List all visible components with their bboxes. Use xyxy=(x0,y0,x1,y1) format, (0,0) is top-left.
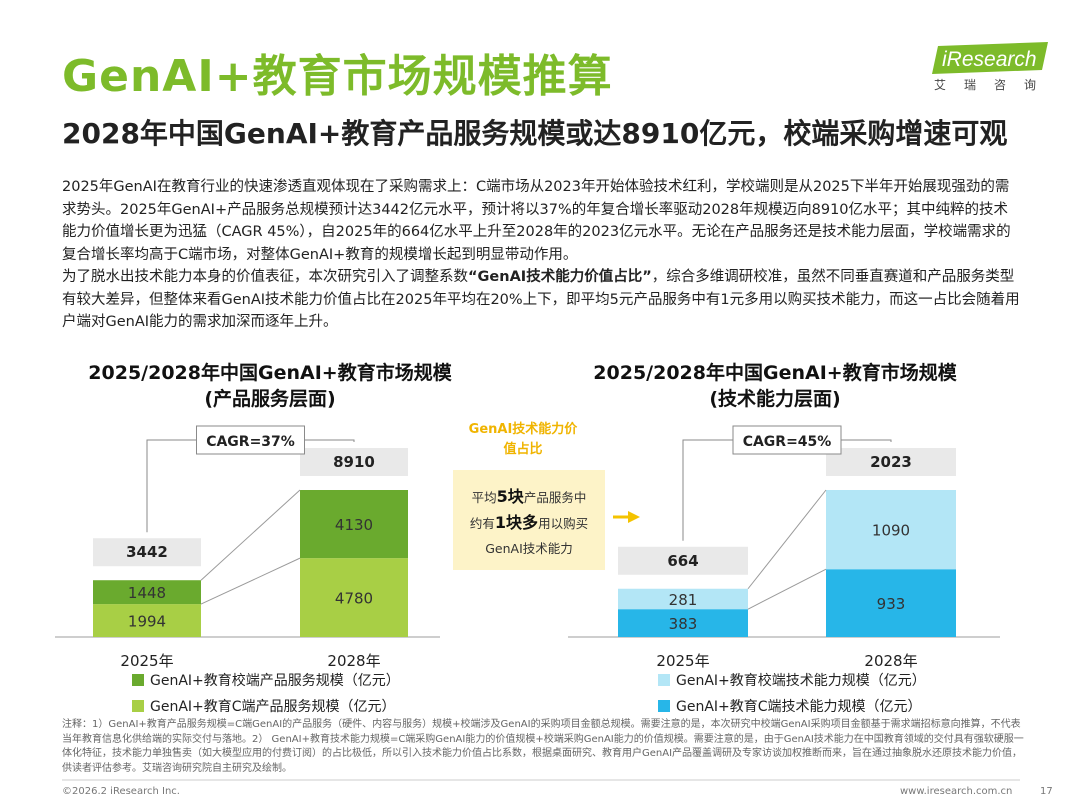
bar-c-end xyxy=(300,558,408,637)
total-label-box xyxy=(93,538,201,567)
bar-value-label: 281 xyxy=(669,591,698,609)
middle-label: GenAI技术能力价值占比 xyxy=(468,422,578,457)
bar-value-label: 1994 xyxy=(128,613,166,631)
body-text: 2025年GenAI在教育行业的快速渗透直观体现在了采购需求上：C端市场从202… xyxy=(62,176,1022,334)
bar-c-end xyxy=(826,569,956,637)
body-paragraph-1: 2025年GenAI在教育行业的快速渗透直观体现在了采购需求上：C端市场从202… xyxy=(62,179,1011,263)
bar-value-label: 4130 xyxy=(335,516,373,534)
connector-line xyxy=(200,557,301,605)
cagr-label: CAGR=37% xyxy=(206,434,295,450)
total-value-label: 664 xyxy=(667,552,698,570)
bar-value-label: 1448 xyxy=(128,584,166,602)
chart1-subtitle: (产品服务层面) xyxy=(204,388,336,410)
legend-item: GenAI+教育C端产品服务规模（亿元） xyxy=(132,696,400,716)
chart2-title: 2025/2028年中国GenAI+教育市场规模 (技术能力层面) xyxy=(560,360,990,412)
total-value-label: 3442 xyxy=(126,543,168,561)
middle-box xyxy=(453,470,605,570)
chart2-subtitle: (技术能力层面) xyxy=(709,388,841,410)
cagr-box xyxy=(732,425,842,455)
cagr-label: CAGR=45% xyxy=(743,434,832,450)
chart2-legend: GenAI+教育校端技术能力规模（亿元） GenAI+教育C端技术能力规模（亿元… xyxy=(658,670,926,716)
bar-value-label: 1090 xyxy=(872,522,910,540)
total-value-label: 2023 xyxy=(870,453,912,471)
page-title: GenAI+教育市场规模推算 xyxy=(62,51,613,102)
page-number: 17 xyxy=(1040,786,1053,797)
total-label-box xyxy=(618,546,748,575)
bar-school-end xyxy=(93,580,201,605)
bar-value-label: 933 xyxy=(877,595,906,613)
x-tick-label: 2028年 xyxy=(327,652,380,670)
bar-school-end xyxy=(826,490,956,570)
bar-c-end xyxy=(93,604,201,637)
bar-value-label: 383 xyxy=(669,615,698,633)
x-tick-label: 2028年 xyxy=(864,652,917,670)
footnote: 注释：1）GenAI+教育产品服务规模=C端GenAI的产品服务（硬件、内容与服… xyxy=(62,719,1024,774)
iresearch-logo: iResearch xyxy=(930,40,1050,94)
cagr-box xyxy=(196,425,305,455)
chart1-legend: GenAI+教育校端产品服务规模（亿元） GenAI+教育C端产品服务规模（亿元… xyxy=(132,670,400,716)
website-link[interactable]: www.iresearch.com.cn xyxy=(900,786,1013,797)
x-tick-label: 2025年 xyxy=(120,652,173,670)
connector-line xyxy=(200,489,301,581)
x-tick-label: 2025年 xyxy=(656,652,709,670)
arrow-head-icon xyxy=(628,511,640,523)
page-subtitle: 2028年中国GenAI+教育产品服务规模或达8910亿元，校端采购增速可观 xyxy=(62,117,1008,150)
bar-school-end xyxy=(618,588,748,610)
bar-c-end xyxy=(618,609,748,637)
middle-text: 平均5块产品服务中 约有1块多用以购买 GenAI技术能力 xyxy=(469,487,589,556)
bar-value-label: 4780 xyxy=(335,590,373,608)
total-label-box xyxy=(826,448,956,476)
legend-item: GenAI+教育校端技术能力规模（亿元） xyxy=(658,670,926,690)
connector-line xyxy=(747,568,827,610)
total-label-box xyxy=(300,448,408,476)
body-paragraph-2: 为了脱水出技术能力本身的价值表征，本次研究引入了调整系数“GenAI技术能力价值… xyxy=(62,269,1020,330)
legend-item: GenAI+教育C端技术能力规模（亿元） xyxy=(658,696,926,716)
legend-item: GenAI+教育校端产品服务规模（亿元） xyxy=(132,670,400,690)
connector-line xyxy=(747,489,827,590)
chart1-title: 2025/2028年中国GenAI+教育市场规模 (产品服务层面) xyxy=(60,360,480,412)
bar-school-end xyxy=(300,490,408,559)
logo-text: iResearch xyxy=(942,48,1037,71)
logo-chinese: 艾瑞咨询 xyxy=(934,78,1055,92)
total-value-label: 8910 xyxy=(333,453,375,471)
copyright: ©2026.2 iResearch Inc. xyxy=(62,786,180,797)
